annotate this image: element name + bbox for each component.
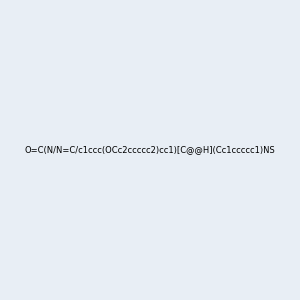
Text: O=C(N/N=C/c1ccc(OCc2ccccc2)cc1)[C@@H](Cc1ccccc1)NS: O=C(N/N=C/c1ccc(OCc2ccccc2)cc1)[C@@H](Cc… <box>25 146 275 154</box>
